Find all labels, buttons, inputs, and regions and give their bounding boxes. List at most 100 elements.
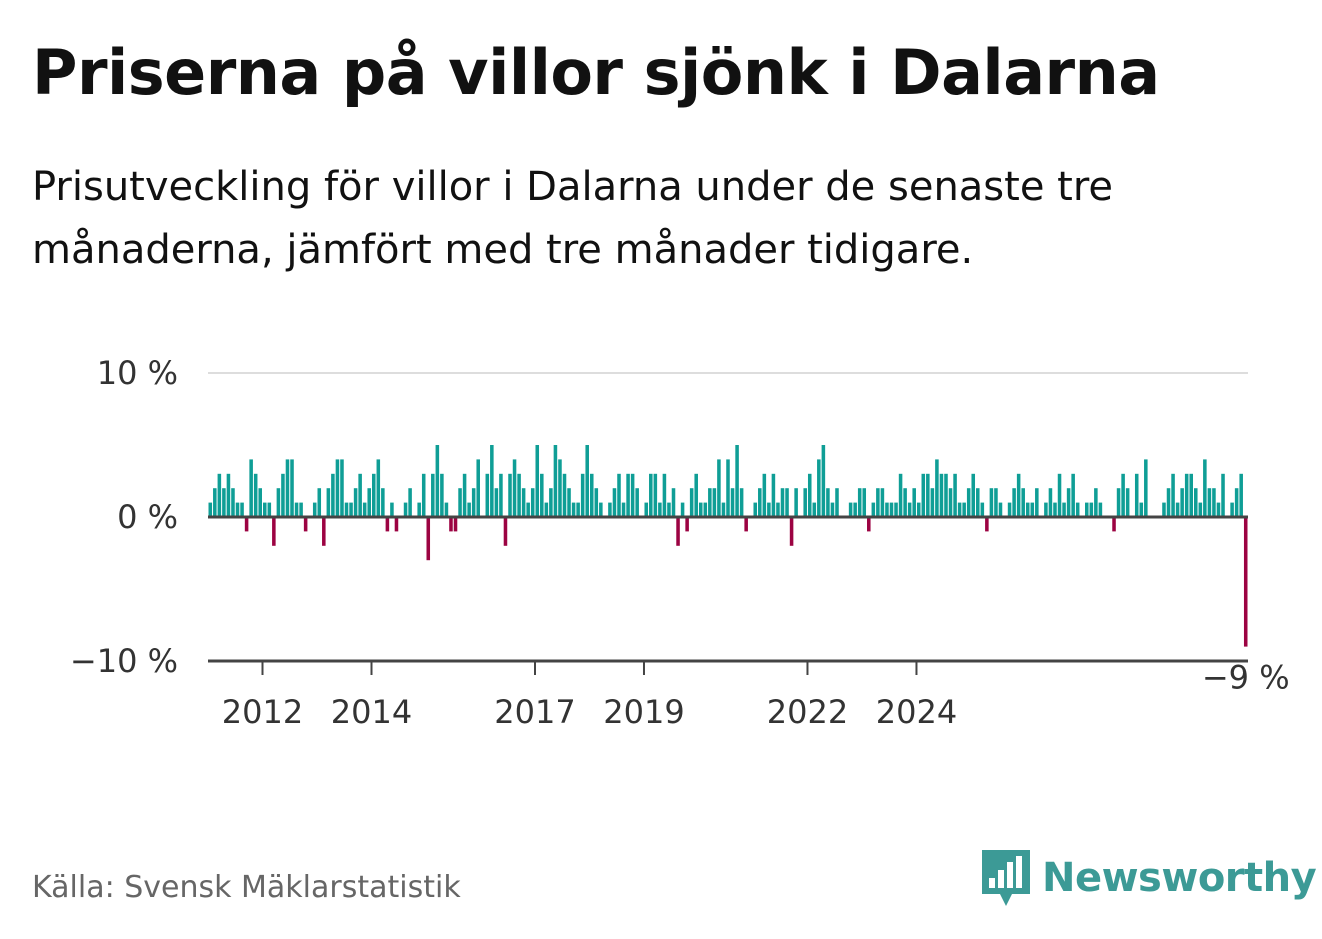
data-bar: [921, 473, 926, 517]
data-bar: [1243, 517, 1248, 647]
source-note: Källa: Svensk Mäklarstatistik: [32, 870, 461, 905]
data-bar: [1212, 488, 1216, 517]
labels: 10 % 0 % −10 % 2012 2014 2017 2019 2022 2024 −9 %: [70, 354, 1290, 731]
data-bar: [340, 459, 344, 517]
data-bar: [1234, 488, 1239, 517]
data-bar: [1025, 502, 1030, 517]
data-bar: [708, 488, 712, 517]
data-bar: [1098, 502, 1103, 517]
data-bar: [226, 473, 231, 517]
data-bar: [458, 488, 462, 517]
data-bar: [535, 445, 540, 517]
data-bar: [431, 473, 435, 517]
data-bar: [576, 502, 580, 517]
data-bar: [421, 473, 426, 517]
data-bar: [417, 502, 421, 517]
data-bar: [521, 488, 526, 517]
data-bar: [1139, 502, 1144, 517]
x-tick-label: 2017: [494, 693, 575, 731]
data-bar: [1094, 488, 1098, 517]
data-bar: [267, 502, 272, 517]
data-bar: [1125, 488, 1130, 517]
data-bar: [935, 459, 939, 517]
data-bar: [971, 473, 976, 517]
data-bar: [944, 473, 948, 517]
data-bar: [957, 502, 962, 517]
data-bar: [762, 473, 767, 517]
data-bar: [926, 473, 930, 517]
data-bar: [780, 488, 785, 517]
data-bar: [676, 517, 680, 546]
data-bar: [285, 459, 290, 517]
data-bar: [258, 488, 262, 517]
data-bar: [812, 502, 817, 517]
data-bar: [594, 488, 599, 517]
data-bar: [353, 488, 358, 517]
data-bar: [476, 459, 480, 517]
data-bar: [612, 488, 617, 517]
data-bar: [857, 488, 862, 517]
data-bar: [698, 502, 703, 517]
y-tick-label: 10 %: [97, 354, 178, 392]
data-bar: [562, 473, 567, 517]
data-bar: [517, 473, 521, 517]
data-bar: [658, 502, 662, 517]
data-bar: [1089, 502, 1094, 517]
data-bar: [635, 488, 639, 517]
data-bar: [885, 502, 889, 517]
data-bar: [966, 488, 971, 517]
data-bar: [253, 473, 258, 517]
data-bar: [512, 459, 517, 517]
data-bar: [281, 473, 285, 517]
data-bar: [290, 459, 294, 517]
data-bar: [235, 502, 240, 517]
data-bar: [667, 502, 671, 517]
data-bar: [653, 473, 658, 517]
data-bar: [730, 488, 735, 517]
data-bar: [853, 502, 857, 517]
data-bar: [930, 488, 935, 517]
data-bar: [394, 517, 399, 532]
data-bar: [1057, 473, 1062, 517]
data-bar: [903, 488, 907, 517]
data-bar: [1180, 488, 1184, 517]
data-bar: [331, 473, 335, 517]
data-bar: [426, 517, 431, 561]
brand-logo: Newsworthy: [980, 848, 1317, 908]
data-bar: [753, 502, 758, 517]
data-bar: [390, 502, 394, 517]
data-bar: [939, 473, 944, 517]
data-bar: [807, 473, 812, 517]
data-bar: [608, 502, 612, 517]
data-bar: [262, 502, 267, 517]
data-bar: [444, 502, 449, 517]
data-bar: [440, 473, 444, 517]
data-bar: [349, 502, 353, 517]
data-bar: [998, 502, 1003, 517]
data-bar: [567, 488, 571, 517]
data-bar: [848, 502, 853, 517]
data-bar: [789, 517, 794, 546]
data-bar: [276, 488, 281, 517]
data-bar: [689, 488, 694, 517]
data-bar: [362, 502, 367, 517]
data-bar: [744, 517, 748, 532]
data-bar: [867, 517, 871, 532]
data-bar: [644, 502, 649, 517]
data-bar: [272, 517, 276, 546]
data-bar: [626, 473, 630, 517]
data-bar: [1175, 502, 1180, 517]
data-bar: [244, 517, 249, 532]
data-bar: [335, 459, 340, 517]
data-bar: [621, 502, 626, 517]
data-bar: [916, 502, 921, 517]
data-bar: [1221, 473, 1225, 517]
data-bar: [1030, 502, 1035, 517]
data-bar: [1184, 473, 1189, 517]
data-bar: [240, 502, 244, 517]
data-bar: [294, 502, 299, 517]
data-bar: [544, 502, 549, 517]
data-bar: [721, 502, 726, 517]
x-tick-label: 2022: [767, 693, 848, 731]
